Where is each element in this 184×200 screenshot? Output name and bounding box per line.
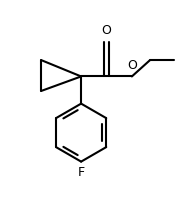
- Text: F: F: [78, 166, 85, 179]
- Text: O: O: [102, 24, 112, 37]
- Text: O: O: [127, 59, 137, 72]
